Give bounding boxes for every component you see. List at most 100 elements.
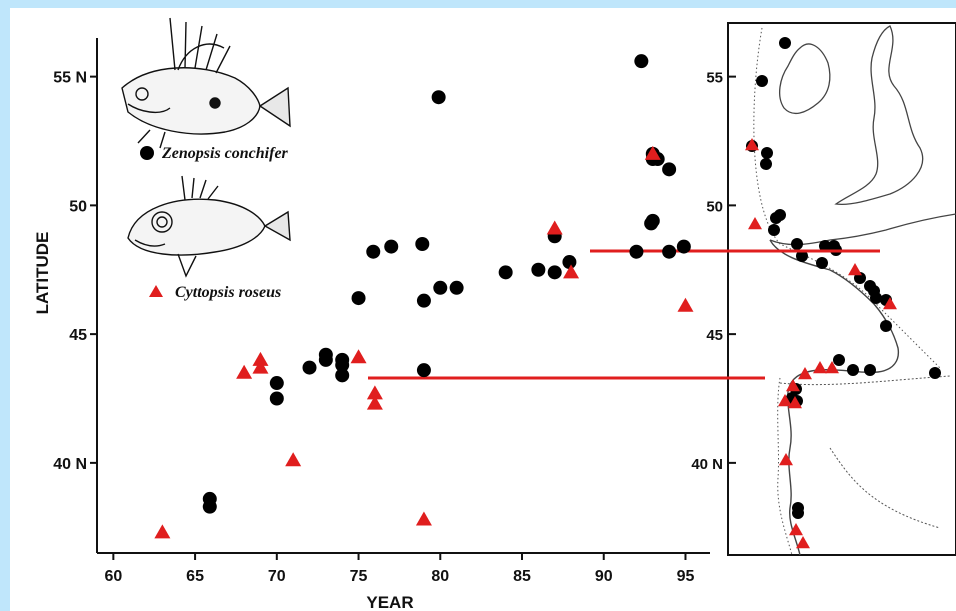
map-zenopsis-point xyxy=(833,354,845,366)
map-zenopsis-point xyxy=(756,75,768,87)
x-tick-label: 65 xyxy=(186,568,204,585)
zenopsis-point xyxy=(662,244,677,259)
map-zenopsis-point xyxy=(760,158,772,170)
map-zenopsis-point xyxy=(791,238,803,250)
map-cyttopsis-point xyxy=(789,523,803,536)
zenopsis-point xyxy=(449,280,464,295)
zenopsis-point xyxy=(269,391,284,406)
zenopsis-point xyxy=(531,262,546,277)
latitude-year-scatter-chart: Zenopsis conchifer Cyttopsis roseus 60 65… xyxy=(33,17,956,611)
x-axis-title: YEAR xyxy=(366,593,413,611)
zenopsis-point xyxy=(433,280,448,295)
map-points xyxy=(745,37,941,549)
x-tick-label: 70 xyxy=(268,568,286,585)
map-shelf-edge xyxy=(753,27,941,556)
y-tick-label: 40 N xyxy=(53,456,87,473)
map-frame xyxy=(727,22,956,556)
map-zenopsis-point xyxy=(796,250,808,262)
y-axis-title: LATITUDE xyxy=(33,232,52,315)
zenopsis-point xyxy=(562,255,577,270)
map-zenopsis-point xyxy=(870,292,882,304)
figure-frame: Zenopsis conchifer Cyttopsis roseus 60 65… xyxy=(10,8,956,611)
zenopsis-point xyxy=(269,376,284,391)
zenopsis-point xyxy=(431,90,446,105)
map-zenopsis-point xyxy=(929,367,941,379)
map-zenopsis-point xyxy=(847,364,859,376)
x-tick-label: 85 xyxy=(513,568,531,585)
zenopsis-point xyxy=(634,54,649,69)
cyttopsis-point xyxy=(415,511,432,526)
zenopsis-point xyxy=(676,239,691,254)
cyttopsis-point xyxy=(285,452,302,467)
cyttopsis-point xyxy=(677,297,694,312)
zenopsis-point xyxy=(351,291,366,306)
map-cyttopsis-point xyxy=(796,536,810,549)
zenopsis-point xyxy=(318,352,333,367)
map-cyttopsis-point xyxy=(883,297,897,310)
y-tick-label: 50 xyxy=(69,198,87,215)
cyttopsis-point xyxy=(154,524,171,539)
legend-item-cyttopsis: Cyttopsis roseus xyxy=(149,284,281,301)
map-britain xyxy=(834,25,924,206)
cyttopsis-point xyxy=(236,364,253,379)
cyttopsis-point xyxy=(350,349,367,364)
x-tick-label: 90 xyxy=(595,568,613,585)
map-cyttopsis-point xyxy=(788,396,802,409)
zenopsis-point xyxy=(335,352,350,367)
map-tick-label: 50 xyxy=(706,198,723,215)
axes xyxy=(96,38,710,554)
map-cyttopsis-point xyxy=(745,138,759,151)
zenopsis-point xyxy=(415,237,430,251)
map-zenopsis-point xyxy=(768,224,780,236)
zenopsis-point xyxy=(416,363,431,378)
zenopsis-point xyxy=(645,213,660,228)
map-zenopsis-point xyxy=(816,257,828,269)
map-zenopsis-point xyxy=(779,37,791,49)
x-tick-label: 80 xyxy=(431,568,449,585)
map-ireland xyxy=(778,43,831,115)
zenopsis-point xyxy=(662,162,677,177)
cyttopsis-point xyxy=(563,264,580,279)
map-interior-border xyxy=(779,375,951,529)
zenopsis-point xyxy=(547,265,562,280)
zenopsis-point xyxy=(302,360,317,375)
x-tick-label: 60 xyxy=(104,568,122,585)
legend: Zenopsis conchifer Cyttopsis roseus xyxy=(140,145,289,301)
y-tick-label: 45 xyxy=(69,327,87,344)
map-tick-label: 40 N xyxy=(691,456,723,473)
x-tick-label: 95 xyxy=(677,568,695,585)
map-cyttopsis-point xyxy=(779,453,793,466)
map-zenopsis-point xyxy=(819,240,831,252)
cyttopsis-point xyxy=(546,220,563,235)
cyttopsis-point xyxy=(644,145,661,160)
map-cyttopsis-point xyxy=(778,394,792,407)
map-zenopsis-point xyxy=(761,147,773,159)
legend-marker-zenopsis xyxy=(140,146,154,160)
zenopsis-point xyxy=(498,265,513,280)
map-panel: 55 50 45 40 N xyxy=(691,22,956,556)
zenopsis-point xyxy=(366,244,381,259)
legend-item-zenopsis: Zenopsis conchifer xyxy=(140,145,289,162)
zenopsis-point xyxy=(384,239,399,254)
zenopsis-point xyxy=(416,293,431,308)
boarfish-drawing xyxy=(127,175,291,278)
x-ticks: 60 65 70 75 80 85 90 95 xyxy=(104,553,694,585)
y-tick-label: 55 N xyxy=(53,70,87,87)
map-lat-ticks: 55 50 45 40 N xyxy=(691,70,736,473)
y-ticks: 40 N 45 50 55 N xyxy=(53,70,97,473)
map-tick-label: 55 xyxy=(706,70,723,87)
legend-label-zenopsis: Zenopsis conchifer xyxy=(161,145,289,162)
john-dory-fish-drawing xyxy=(121,17,291,149)
zenopsis-point xyxy=(629,244,644,259)
map-cyttopsis-point xyxy=(813,361,827,374)
map-cyttopsis-point xyxy=(825,361,839,374)
map-zenopsis-point xyxy=(792,507,804,519)
map-cyttopsis-point xyxy=(798,367,812,380)
map-zenopsis-point xyxy=(774,209,786,221)
map-zenopsis-point xyxy=(864,364,876,376)
cyttopsis-point xyxy=(252,351,269,366)
map-tick-label: 45 xyxy=(706,327,723,344)
zenopsis-point xyxy=(335,368,350,383)
legend-marker-cyttopsis xyxy=(149,285,163,297)
cyttopsis-point xyxy=(252,359,269,374)
